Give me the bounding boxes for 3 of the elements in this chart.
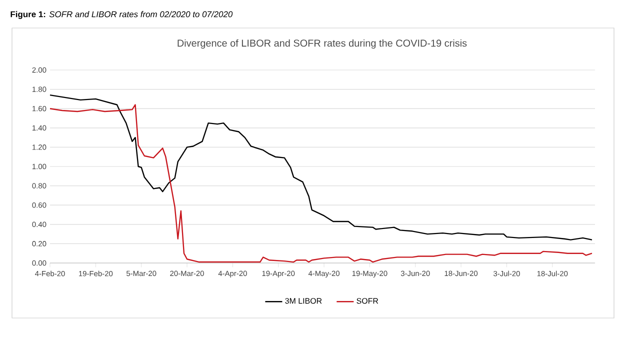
chart-title: Figure 1: SOFR and LIBOR rates from 02/2020 to 07/2020: [10, 11, 233, 19]
line-series: [49, 94, 593, 240]
chart-subtitle: Divergence of LIBOR and SOFR rates during the COVID-19 crisis: [178, 39, 467, 49]
